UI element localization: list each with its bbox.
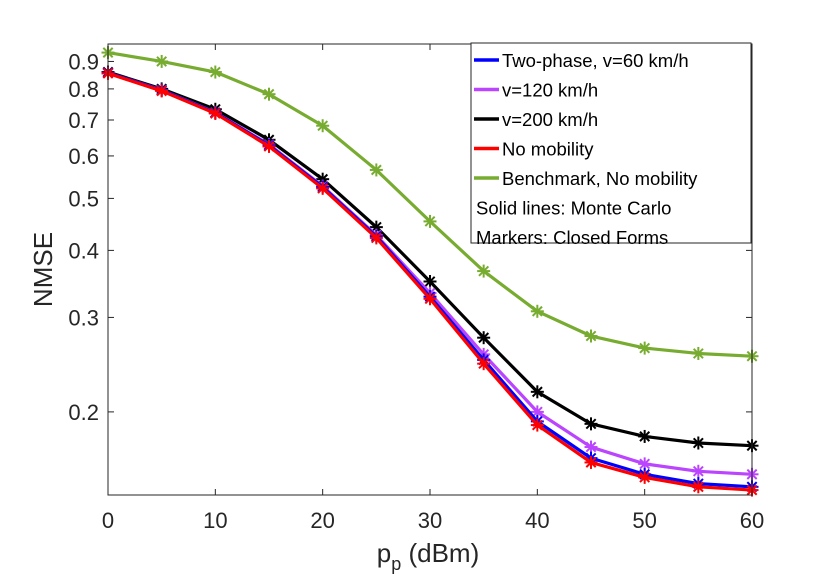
data-marker <box>530 385 544 399</box>
data-marker <box>691 480 705 494</box>
y-tick-label: 0.8 <box>68 77 99 102</box>
y-tick-label: 0.3 <box>68 305 99 330</box>
legend: Two-phase, v=60 km/h v=120 km/h v=200 km/h… <box>470 42 752 248</box>
data-marker <box>638 457 652 471</box>
data-marker <box>155 84 169 98</box>
legend-entry: Benchmark, No mobility <box>502 168 698 189</box>
data-marker <box>584 417 598 431</box>
data-marker <box>262 87 276 101</box>
data-marker <box>423 292 437 306</box>
y-tick-label: 0.2 <box>68 400 99 425</box>
x-tick-label: 20 <box>310 508 334 533</box>
data-marker <box>316 181 330 195</box>
data-marker <box>316 119 330 133</box>
legend-entry: No mobility <box>502 139 594 160</box>
legend-entry: v=200 km/h <box>502 109 598 130</box>
data-marker <box>638 470 652 484</box>
y-tick-label: 0.4 <box>68 238 99 263</box>
x-axis-title: pp (dBm) <box>377 538 479 574</box>
series-layer <box>101 46 759 497</box>
x-axis: 0 10 20 30 40 50 60 <box>102 44 764 533</box>
data-marker <box>423 275 437 289</box>
data-marker <box>584 455 598 469</box>
data-marker <box>584 329 598 343</box>
x-tick-label: 50 <box>632 508 656 533</box>
data-marker <box>691 464 705 478</box>
x-tick-label: 40 <box>525 508 549 533</box>
x-axis-title-main: p <box>377 538 391 568</box>
legend-entry: v=120 km/h <box>502 80 598 101</box>
x-tick-label: 10 <box>203 508 227 533</box>
data-marker <box>208 106 222 120</box>
data-marker <box>638 341 652 355</box>
data-marker <box>369 231 383 245</box>
x-axis-title-subscript: p <box>391 554 401 574</box>
y-tick-label: 0.5 <box>68 186 99 211</box>
data-marker <box>530 304 544 318</box>
x-tick-label: 0 <box>102 508 114 533</box>
series-no-mobility <box>101 66 759 497</box>
data-marker <box>691 346 705 360</box>
data-marker <box>369 163 383 177</box>
legend-note: Markers: Closed Forms <box>476 227 668 248</box>
y-axis: 0.2 0.3 0.4 0.5 0.6 0.7 0.8 0.9 <box>68 49 752 425</box>
legend-box <box>470 42 752 244</box>
data-marker <box>208 65 222 79</box>
x-axis-title-unit: (dBm) <box>401 538 479 568</box>
data-marker <box>477 357 491 371</box>
data-marker <box>477 264 491 278</box>
data-marker <box>638 429 652 443</box>
data-marker <box>262 139 276 153</box>
data-marker <box>584 440 598 454</box>
legend-note: Solid lines: Monte Carlo <box>476 198 671 219</box>
data-marker <box>423 214 437 228</box>
legend-entry: Two-phase, v=60 km/h <box>502 50 689 71</box>
data-marker <box>369 220 383 234</box>
y-tick-label: 0.9 <box>68 49 99 74</box>
data-marker <box>530 418 544 432</box>
data-marker <box>691 436 705 450</box>
x-tick-label: 30 <box>418 508 442 533</box>
x-tick-label: 60 <box>740 508 764 533</box>
y-axis-title: NMSE <box>28 232 58 307</box>
y-tick-label: 0.7 <box>68 108 99 133</box>
data-marker <box>155 54 169 68</box>
data-marker <box>477 331 491 345</box>
y-tick-label: 0.6 <box>68 144 99 169</box>
